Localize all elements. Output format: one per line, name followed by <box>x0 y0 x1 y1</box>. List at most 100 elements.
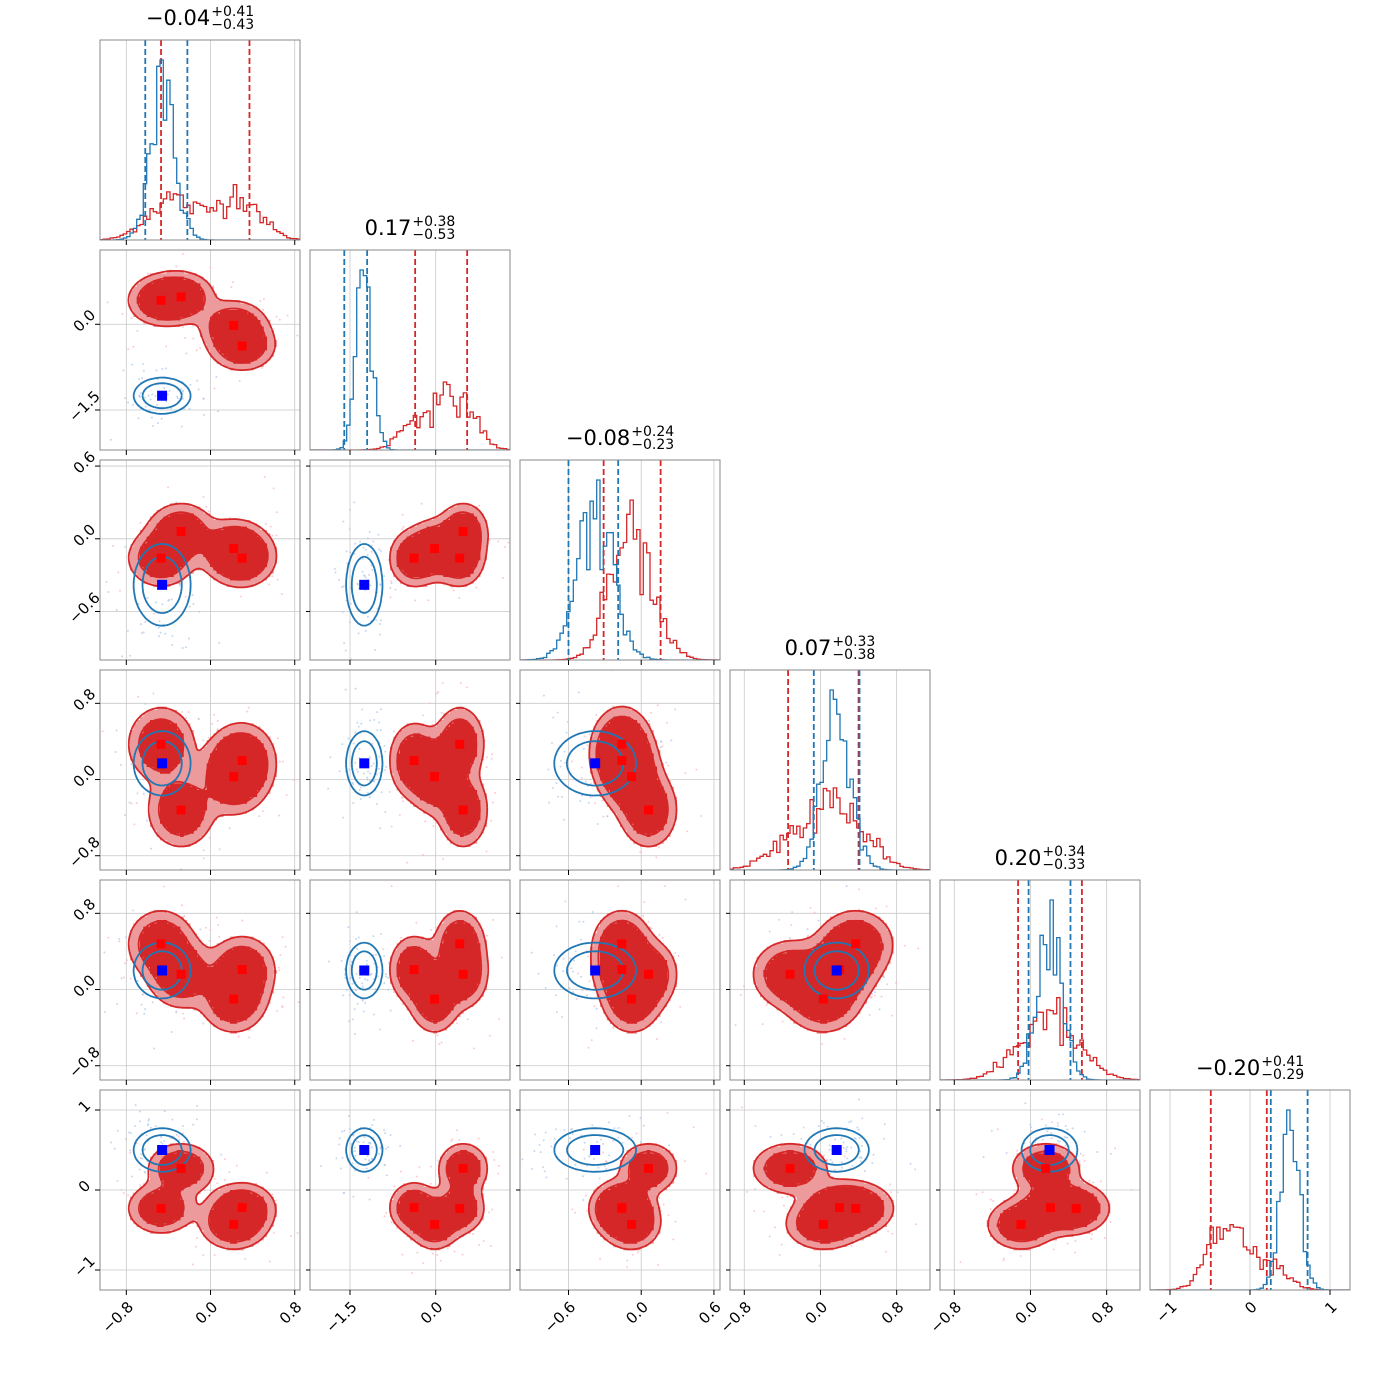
sample-point <box>587 1046 590 1049</box>
sample-point <box>124 545 127 548</box>
sample-point <box>818 1264 821 1267</box>
sample-point <box>851 1164 854 1167</box>
sample-point <box>358 976 361 979</box>
blue-contour-line <box>813 1134 860 1166</box>
sample-point <box>357 1140 360 1143</box>
sample-point <box>338 770 341 773</box>
red-mode-marker <box>430 1219 440 1229</box>
sample-point <box>497 1172 500 1175</box>
sample-point <box>354 542 357 545</box>
sample-point <box>564 761 567 764</box>
sample-point <box>371 568 374 571</box>
sample-point <box>639 851 642 854</box>
sample-point <box>700 814 703 817</box>
sample-point <box>152 692 155 695</box>
sample-point <box>485 766 488 769</box>
marginal-panel-0 <box>99 39 301 245</box>
sample-point <box>196 379 199 382</box>
sample-point <box>158 620 161 623</box>
sample-point <box>1050 1121 1053 1124</box>
sample-point <box>1005 1151 1008 1154</box>
sample-point <box>353 1033 356 1036</box>
sample-point <box>667 1214 670 1217</box>
sample-point <box>342 994 345 997</box>
sample-point <box>574 950 577 953</box>
sample-point <box>125 936 128 939</box>
sample-point <box>1019 1254 1022 1257</box>
sample-point <box>896 1191 899 1194</box>
sample-point <box>412 1039 415 1042</box>
blue-mode-marker <box>157 390 168 401</box>
sample-point <box>355 768 358 771</box>
sample-point <box>534 1133 537 1136</box>
sample-point <box>670 739 673 742</box>
sample-point <box>781 1196 784 1199</box>
sample-point <box>626 1266 629 1269</box>
sample-point <box>357 632 360 635</box>
sample-point <box>139 521 142 524</box>
sample-point <box>150 847 153 850</box>
sample-point <box>342 1192 345 1195</box>
sample-point <box>553 1137 556 1140</box>
sample-point <box>850 1146 853 1149</box>
sample-point <box>379 549 382 552</box>
blue-mode-marker <box>590 758 601 769</box>
sample-point <box>482 1240 485 1243</box>
sample-point <box>118 589 121 592</box>
sample-point <box>1099 1180 1102 1183</box>
sample-point <box>368 530 371 533</box>
red-contour-line <box>396 1150 481 1243</box>
sample-point <box>635 1132 638 1135</box>
blue-contour-line <box>345 543 384 627</box>
sample-point <box>275 511 278 514</box>
sample-point <box>817 919 820 922</box>
sample-point <box>348 768 351 771</box>
sample-point <box>147 1119 150 1122</box>
sample-point <box>170 1030 173 1033</box>
sample-point <box>129 1132 132 1135</box>
blue-mode-marker <box>831 1145 842 1155</box>
sample-point <box>379 619 382 622</box>
sample-point <box>275 534 278 537</box>
sample-point <box>384 811 387 814</box>
panel-content <box>106 252 299 441</box>
sample-point <box>544 986 547 989</box>
sample-point <box>458 596 461 599</box>
sample-point <box>116 1179 119 1182</box>
sample-point <box>587 955 590 958</box>
sample-point <box>542 1166 545 1169</box>
red-mode-marker <box>237 1203 247 1213</box>
panel-content <box>319 1114 510 1274</box>
sample-point <box>1061 1113 1064 1116</box>
sample-point <box>845 1150 848 1153</box>
sample-point <box>1066 1128 1069 1131</box>
joint-panel-2-3 <box>516 669 721 875</box>
sample-point <box>220 1153 223 1156</box>
red-mode-marker <box>156 739 166 749</box>
red-mode-marker <box>617 755 627 765</box>
sample-point <box>491 801 494 804</box>
sample-point <box>392 990 395 993</box>
sample-point <box>440 1041 443 1044</box>
sample-point <box>208 836 211 839</box>
red-contour-line <box>752 909 894 1033</box>
panel-frame <box>99 249 301 451</box>
blue-contour-line <box>350 740 378 787</box>
sample-point <box>341 611 344 614</box>
sample-point <box>662 1203 665 1206</box>
sample-point <box>788 937 791 940</box>
sample-point <box>859 1160 862 1163</box>
sample-point <box>132 403 135 406</box>
sample-point <box>458 1139 461 1142</box>
sample-point <box>261 366 264 369</box>
sample-point <box>589 795 592 798</box>
sample-point <box>213 387 216 390</box>
sample-point <box>129 1149 132 1152</box>
red-histogram <box>730 787 930 870</box>
sample-point <box>366 778 369 781</box>
sample-point <box>563 750 566 753</box>
sample-point <box>369 719 372 722</box>
sample-point <box>791 911 794 914</box>
sample-point <box>539 1151 542 1154</box>
red-mode-marker <box>1016 1219 1026 1229</box>
